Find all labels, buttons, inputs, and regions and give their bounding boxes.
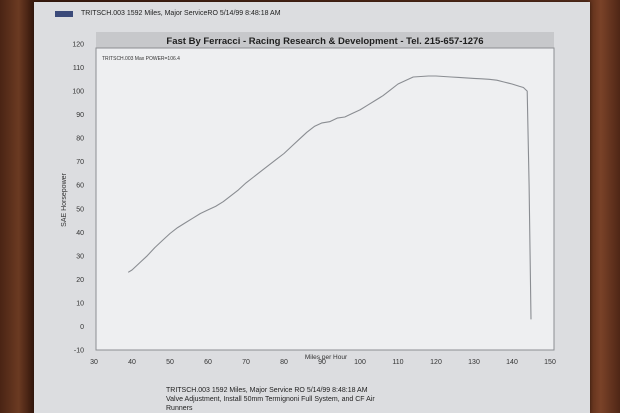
header-text: TRITSCH.003 1592 Miles, Major ServiceRO … — [80, 10, 281, 17]
x-tick-label: 110 — [392, 359, 403, 366]
x-tick-label: 100 — [354, 359, 366, 366]
y-tick-label: 100 — [72, 89, 84, 96]
y-tick-label: -10 — [74, 348, 84, 355]
horsepower-series-line — [127, 75, 532, 320]
x-tick-label: 40 — [128, 359, 136, 366]
x-tick-label: 50 — [166, 359, 174, 366]
y-tick-label: 40 — [76, 230, 84, 237]
series-layer — [127, 75, 532, 320]
y-tick-label: 30 — [76, 253, 84, 260]
x-tick-label: 130 — [468, 359, 480, 366]
x-axis: 30 40 50 60 70 80 90 100 110 120 130 140 150 — [90, 359, 556, 366]
sheet-header: TRITSCH.003 1592 Miles, Major ServiceRO … — [55, 10, 281, 24]
y-tick-label: 20 — [76, 277, 84, 284]
chart-title: Fast By Ferracci - Racing Research & Dev… — [166, 36, 483, 47]
x-tick-label: 30 — [90, 359, 98, 366]
inset-label: TRITSCH.003 Max POWER=106.4 — [102, 56, 180, 62]
x-tick-label: 150 — [544, 359, 556, 366]
y-tick-label: 90 — [76, 112, 84, 119]
x-tick-label: 70 — [242, 359, 250, 366]
y-axis-label: SAE Horsepower — [61, 172, 68, 226]
y-tick-label: 10 — [76, 300, 84, 307]
y-axis: -10 0 10 20 30 40 50 60 70 80 90 100 110 120 — [72, 42, 84, 355]
footer-line-1: TRITSCH.003 1592 Miles, Major Service RO… — [166, 387, 368, 394]
x-axis-label: Miles per Hour — [305, 354, 348, 361]
footer-line-3: Runners — [166, 405, 193, 412]
legend-swatch — [55, 10, 73, 17]
footer-line-2: Valve Adjustment, Install 50mm Termignon… — [166, 396, 375, 403]
title-bar — [96, 32, 554, 48]
y-tick-label: 50 — [76, 206, 84, 213]
y-tick-label: 110 — [73, 65, 84, 72]
y-tick-label: 80 — [76, 136, 84, 143]
sheet-footer: TRITSCH.003 1592 Miles, Major Service RO… — [166, 386, 466, 413]
x-tick-label: 90 — [318, 359, 326, 366]
x-tick-label: 60 — [204, 359, 212, 366]
y-tick-label: 70 — [76, 159, 84, 166]
x-tick-label: 120 — [430, 359, 442, 366]
y-tick-label: 120 — [72, 42, 84, 49]
plot-area — [95, 47, 555, 351]
x-tick-label: 140 — [506, 359, 518, 366]
wood-edge — [588, 0, 620, 413]
x-tick-label: 80 — [280, 359, 288, 366]
y-tick-label: 60 — [76, 183, 84, 190]
y-tick-label: 0 — [80, 324, 84, 331]
